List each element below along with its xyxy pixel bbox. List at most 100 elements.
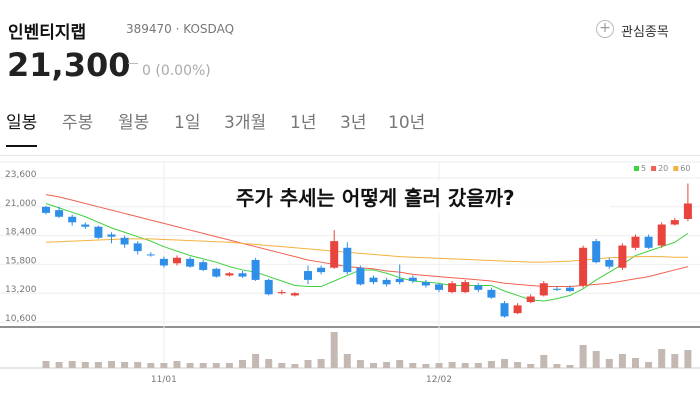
candle-body [382,279,391,285]
legend-label: 20 [658,164,668,173]
volume-bar [212,363,220,368]
candle-body [290,293,299,296]
volume-bar [540,355,548,368]
tab[interactable]: 주봉 [62,113,94,133]
candle-body [199,262,208,270]
volume-bar [370,363,377,368]
y-tick-label: 18,400 [5,228,37,238]
volume-bar [68,361,76,368]
candle-body [644,236,653,248]
volume-bar [291,364,299,368]
candle-body [448,283,457,293]
volume-bar [55,362,63,368]
watch-button[interactable]: 관심종목 [621,25,669,40]
volume-bar [409,363,417,368]
volume-bar [632,358,639,368]
volume-bar [317,359,325,368]
divider [0,155,700,156]
volume-bar [173,361,181,368]
volume-bar [42,361,50,368]
y-tick-label: 21,000 [5,199,37,209]
tab[interactable]: 1일 [174,113,201,133]
tab-bar: 일봉 주봉 월봉 1일 3개월 1년 3년 10년 [0,106,700,150]
price: 21,300 [7,46,131,84]
volume-bar [435,363,443,368]
candle-body [539,283,548,296]
tab[interactable]: 월봉 [118,113,150,133]
candle-body [277,292,286,294]
volume-bar [81,362,89,368]
volume-bar [356,360,364,368]
legend-swatch [673,166,679,171]
volume-bar [396,360,404,368]
candle-body [120,237,129,245]
candle-body [238,273,247,277]
candle-body [251,259,260,280]
candle-body [683,203,692,219]
volume-bar [605,359,613,368]
candle-body [579,247,588,286]
candle-body [159,258,168,266]
tab[interactable]: 3년 [340,113,367,133]
moving-average-line [45,238,688,263]
candle-body [566,287,574,291]
legend-label: 60 [680,164,690,173]
candle-body [94,226,103,238]
volume-bar [252,354,260,368]
volume-bar [501,359,508,368]
candle-body [264,279,273,295]
candle-body [212,268,221,277]
candle-body [474,285,483,290]
candle-body [107,234,116,237]
x-tick-label: 11/01 [151,375,177,385]
volume-bar [618,354,626,368]
tab[interactable]: 일봉 [6,108,38,147]
annotation: 주가 추세는 어떻게 흘러 갔을까? [236,186,515,210]
candle-body [42,206,50,213]
candle-body [461,282,470,293]
candle-body [330,241,339,268]
volume-bar [134,362,142,368]
volume-bar [448,362,456,368]
candle-body [133,243,142,252]
volume-bar [343,354,351,368]
tab[interactable]: 10년 [388,113,426,133]
candle-body [173,257,181,264]
volume-bar [684,350,692,368]
tab[interactable]: 1년 [290,113,317,133]
candle-body [552,288,561,290]
candle-body [513,305,522,314]
candle-body [500,303,509,317]
plus-icon[interactable]: + [596,20,614,38]
candle-body [186,258,195,267]
volume-bar [422,364,430,368]
candle-body [369,277,378,283]
stock-code: 389470 · KOSDAQ [126,22,235,36]
y-tick-label: 23,600 [5,170,37,180]
code: 389470 [126,22,172,36]
candle-body [592,241,601,263]
stock-name: 인벤티지랩 [8,23,87,43]
volume-bar [186,363,194,368]
volume-bar [514,362,522,368]
legend-swatch [634,166,639,171]
candle-body [304,271,312,280]
candle-body [356,267,365,285]
candle-body [657,224,666,246]
volume-bar [239,360,246,368]
annotation-background [232,181,610,213]
y-tick-label: 13,200 [5,285,37,295]
volume-bar [265,359,273,368]
volume-bar [108,361,115,368]
candle-body [605,259,614,267]
volume-bar [527,364,535,368]
moving-average-line [45,194,689,288]
tab[interactable]: 3개월 [224,113,267,133]
candle-body [421,282,430,286]
candle-body [435,284,443,290]
volume-bar [474,363,482,368]
candle-body [395,278,404,283]
candle-body [631,236,640,248]
volume-bar [160,363,168,368]
